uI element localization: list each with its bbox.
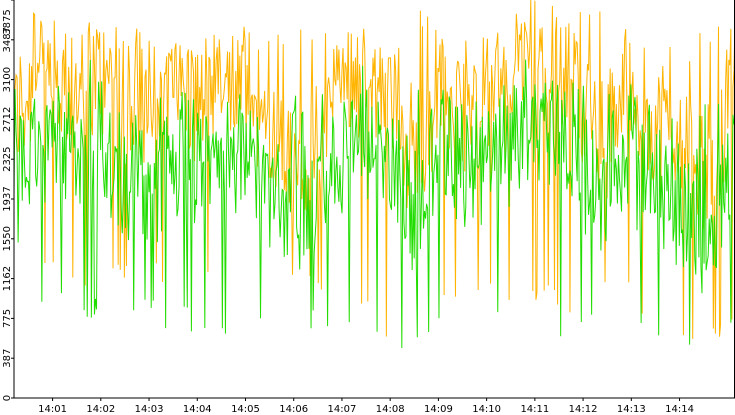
y-tick-label: 3487 <box>2 27 13 52</box>
x-tick-label: 14:03 <box>135 404 164 415</box>
y-tick-label: 2712 <box>2 107 13 132</box>
y-tick-label: 387 <box>2 349 13 368</box>
x-tick-label: 14:02 <box>86 404 115 415</box>
x-tick-label: 14:09 <box>424 404 453 415</box>
y-tick-label: 3875 <box>2 9 13 34</box>
x-tick-label: 14:08 <box>376 404 405 415</box>
y-tick-label: 0 <box>2 395 13 401</box>
x-tick-label: 14:07 <box>328 404 357 415</box>
x-tick-label: 14:14 <box>665 404 694 415</box>
y-tick-label: 1162 <box>2 266 13 291</box>
y-tick-label: 2325 <box>2 146 13 171</box>
x-tick-label: 14:11 <box>520 404 549 415</box>
y-tick-label: 1550 <box>2 226 13 251</box>
series-line-1 <box>13 0 735 339</box>
x-tick-label: 14:05 <box>231 404 260 415</box>
y-tick-label: 3100 <box>2 67 13 92</box>
series-layer <box>13 0 735 348</box>
x-tick-label: 14:04 <box>183 404 212 415</box>
x-tick-label: 14:06 <box>279 404 308 415</box>
x-tick-group: 14:01 14:02 14:03 14:04 14:05 14:06 14:07 14:08… <box>38 398 694 415</box>
y-tick-label: 1937 <box>2 186 13 211</box>
x-tick-label: 14:10 <box>472 404 501 415</box>
x-tick-label: 14:01 <box>38 404 67 415</box>
series-line-2 <box>13 59 735 348</box>
x-tick-label: 14:12 <box>569 404 598 415</box>
y-tick-label: 775 <box>2 309 13 328</box>
x-tick-label: 14:13 <box>617 404 646 415</box>
